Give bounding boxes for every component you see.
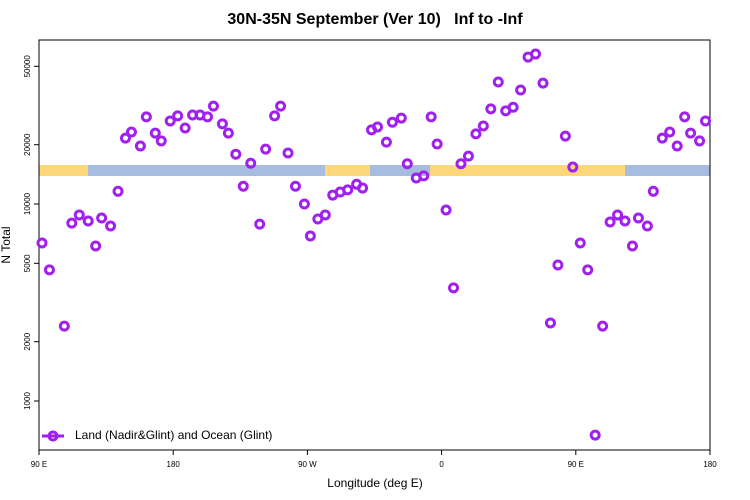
point bbox=[679, 111, 691, 123]
point bbox=[619, 215, 631, 227]
point bbox=[380, 136, 392, 148]
y-tick-label: 2000 bbox=[23, 332, 32, 350]
point bbox=[125, 126, 137, 138]
point bbox=[582, 264, 594, 276]
point bbox=[207, 100, 219, 112]
point bbox=[289, 180, 301, 192]
x-tick-label: 180 bbox=[703, 460, 717, 469]
point bbox=[149, 127, 161, 139]
point bbox=[671, 140, 683, 152]
point bbox=[201, 111, 213, 123]
point bbox=[589, 429, 601, 441]
plot-frame bbox=[38, 39, 711, 451]
x-tick-label: 0 bbox=[439, 460, 444, 469]
point bbox=[401, 158, 413, 170]
point bbox=[626, 240, 638, 252]
point bbox=[574, 237, 586, 249]
point bbox=[155, 135, 167, 147]
point bbox=[685, 127, 697, 139]
point bbox=[172, 110, 184, 122]
point bbox=[140, 111, 152, 123]
point bbox=[492, 76, 504, 88]
point bbox=[612, 209, 624, 221]
point bbox=[164, 115, 176, 127]
point bbox=[462, 150, 474, 162]
point bbox=[418, 170, 430, 182]
point bbox=[440, 204, 452, 216]
point bbox=[319, 209, 331, 221]
point bbox=[260, 143, 272, 155]
point bbox=[544, 317, 556, 329]
x-tick-label: 180 bbox=[167, 460, 181, 469]
point bbox=[530, 48, 542, 60]
point bbox=[477, 120, 489, 132]
x-tick-label: 90 W bbox=[298, 460, 317, 469]
point bbox=[222, 127, 234, 139]
point bbox=[237, 180, 249, 192]
point bbox=[647, 185, 659, 197]
chart-title: 30N-35N September (Ver 10) Inf to -Inf bbox=[227, 11, 523, 28]
point bbox=[82, 215, 94, 227]
point bbox=[700, 115, 712, 127]
point bbox=[567, 161, 579, 173]
point bbox=[632, 212, 644, 224]
point bbox=[216, 118, 228, 130]
point bbox=[105, 220, 117, 232]
point bbox=[455, 158, 467, 170]
point bbox=[245, 157, 257, 169]
point bbox=[36, 237, 48, 249]
point bbox=[58, 320, 70, 332]
point bbox=[537, 77, 549, 89]
point bbox=[96, 212, 108, 224]
point bbox=[552, 259, 564, 271]
point bbox=[485, 103, 497, 115]
point bbox=[342, 184, 354, 196]
y-tick-label: 50000 bbox=[23, 55, 32, 78]
point bbox=[66, 217, 78, 229]
point bbox=[371, 121, 383, 133]
y-tick-label: 1000 bbox=[23, 392, 32, 410]
point bbox=[43, 264, 55, 276]
point bbox=[112, 185, 124, 197]
legend-marker bbox=[47, 430, 59, 442]
point bbox=[425, 111, 437, 123]
point bbox=[395, 112, 407, 124]
point bbox=[694, 135, 706, 147]
point bbox=[230, 148, 242, 160]
point bbox=[515, 84, 527, 96]
point bbox=[664, 126, 676, 138]
point bbox=[386, 116, 398, 128]
x-tick-label: 90 E bbox=[31, 460, 47, 469]
point bbox=[119, 132, 131, 144]
point bbox=[304, 230, 316, 242]
point bbox=[73, 209, 85, 221]
point bbox=[179, 122, 191, 134]
point bbox=[507, 101, 519, 113]
point bbox=[298, 198, 310, 210]
point bbox=[357, 182, 369, 194]
point bbox=[254, 218, 266, 230]
point bbox=[448, 282, 460, 294]
point bbox=[282, 147, 294, 159]
point bbox=[275, 100, 287, 112]
legend-label: Land (Nadir&Glint) and Ocean (Glint) bbox=[75, 428, 272, 442]
x-tick-label: 90 E bbox=[568, 460, 584, 469]
x-axis-label: Longitude (deg E) bbox=[327, 476, 422, 490]
y-tick-label: 10000 bbox=[23, 192, 32, 215]
point bbox=[269, 110, 281, 122]
point bbox=[431, 138, 443, 150]
point bbox=[470, 128, 482, 140]
land-ocean-strip bbox=[39, 165, 710, 176]
point bbox=[597, 320, 609, 332]
point bbox=[559, 130, 571, 142]
point bbox=[641, 220, 653, 232]
y-axis-label: N Total bbox=[0, 226, 13, 263]
point bbox=[90, 240, 102, 252]
point bbox=[604, 216, 616, 228]
y-tick-label: 5000 bbox=[23, 254, 32, 272]
point bbox=[134, 140, 146, 152]
point bbox=[656, 132, 668, 144]
y-tick-label: 20000 bbox=[23, 133, 32, 156]
